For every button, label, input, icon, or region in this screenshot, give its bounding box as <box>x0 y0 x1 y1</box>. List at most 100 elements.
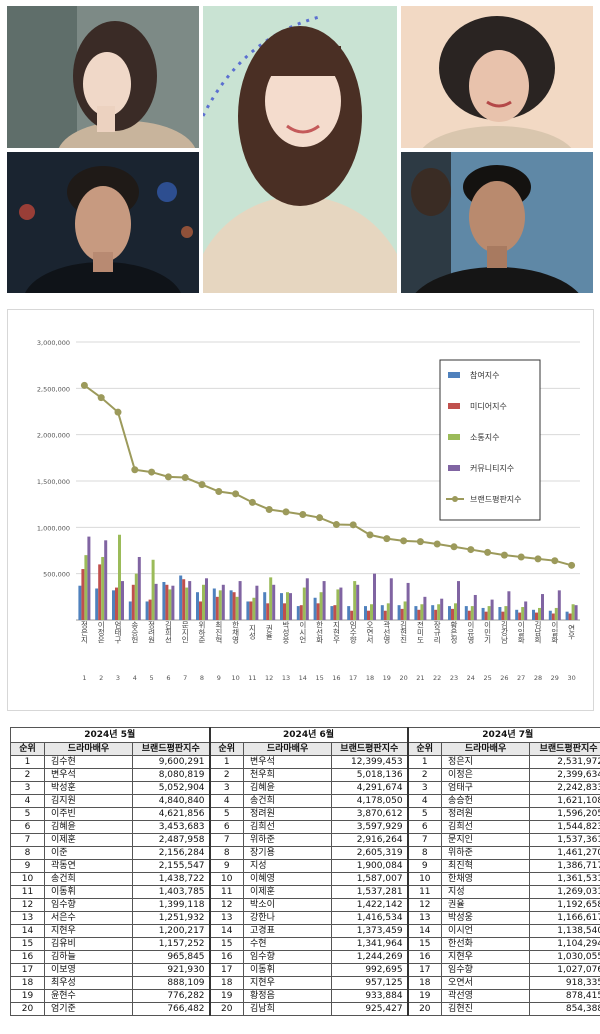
x-tick-label: 김희선 <box>164 619 173 643</box>
brand-index-point <box>400 537 408 545</box>
table-row: 16 김하늘 965,845 16 임수향 1,244,269 16 지현우 1,030,055 <box>10 950 600 964</box>
rank-cell: 19 <box>208 989 245 1003</box>
rank-cell: 18 <box>406 976 443 990</box>
legend-swatch <box>448 434 460 440</box>
x-tick-label: 이일화 <box>517 619 526 644</box>
rank-cell: 14 <box>10 924 45 938</box>
table-row: 5 이주빈 4,621,856 5 정려원 3,870,612 5 정려원 1,596,205 <box>10 807 600 821</box>
index-value-cell: 1,416,534 <box>331 911 409 925</box>
rank-cell: 2 <box>406 768 443 782</box>
bar-4-황은정 <box>457 581 460 620</box>
legend-label: 브랜드평판지수 <box>470 494 522 504</box>
bar-4-이시언 <box>305 578 309 620</box>
actor-photo-top-left <box>7 6 199 148</box>
actor-name-cell: 이제훈 <box>243 885 333 899</box>
index-value-cell: 2,487,958 <box>131 833 211 847</box>
index-value-cell: 1,269,031 <box>529 885 600 899</box>
bar-2-오연서 <box>367 610 370 620</box>
bar-1-엄태구 <box>112 590 115 620</box>
col-index: 브랜드평판지수 <box>529 742 600 756</box>
bar-3-이민기 <box>487 606 491 620</box>
bar-3-오연서 <box>370 604 373 620</box>
actor-photo-bottom-right <box>401 152 593 293</box>
actor-name-cell: 고경표 <box>243 924 333 938</box>
bar-1-장규리 <box>431 605 435 620</box>
actor-name-cell: 이제훈 <box>44 833 133 847</box>
actor-name-cell: 박성웅 <box>441 911 531 925</box>
brand-index-point <box>282 508 290 516</box>
x-tick-number: 26 <box>500 674 508 682</box>
rank-cell: 12 <box>208 898 245 912</box>
rank-cell: 1 <box>208 755 245 769</box>
index-value-cell: 1,386,717 <box>529 859 600 873</box>
actor-name-cell: 권율 <box>441 898 531 912</box>
actor-name-cell: 위하준 <box>243 833 333 847</box>
actor-name-cell: 김수현 <box>44 755 133 769</box>
x-tick-number: 20 <box>399 674 407 682</box>
rank-cell: 20 <box>406 1002 443 1016</box>
legend-swatch <box>448 403 460 409</box>
brand-index-point <box>232 490 240 498</box>
bar-4-지성 <box>255 585 259 620</box>
rank-cell: 17 <box>406 963 443 977</box>
bar-2-최진혁 <box>215 596 219 620</box>
rank-cell: 7 <box>406 833 443 847</box>
bar-3-황은정 <box>454 603 457 620</box>
rank-cell: 15 <box>10 937 45 951</box>
actor-name-cell: 한채영 <box>441 872 531 886</box>
actor-name-cell: 임수향 <box>441 963 531 977</box>
brand-index-point <box>164 473 172 481</box>
x-tick-label: 송승헌 <box>130 620 139 643</box>
table-row: 7 이제훈 2,487,958 7 위하준 2,916,264 7 문지인 1,537,361 <box>10 833 600 847</box>
bar-3-이일화 <box>554 607 558 620</box>
index-value-cell: 2,399,634 <box>529 768 600 782</box>
actor-name-cell: 이정은 <box>441 768 531 782</box>
x-tick-number: 7 <box>183 674 187 682</box>
rank-cell: 7 <box>208 833 245 847</box>
bar-1-정은지 <box>78 585 82 620</box>
bar-3-지성 <box>252 597 256 620</box>
index-value-cell: 1,251,932 <box>131 911 211 925</box>
index-value-cell: 4,178,050 <box>331 794 409 808</box>
bar-3-곽선영 <box>386 603 390 620</box>
bar-4-엄태구 <box>121 581 124 620</box>
bar-1-김남희 <box>532 609 535 620</box>
actor-name-cell: 이주빈 <box>44 807 133 821</box>
x-tick-label: 연우 <box>567 624 576 641</box>
bar-3-이일화 <box>521 607 525 620</box>
rank-cell: 13 <box>10 911 45 925</box>
bar-4-이일화 <box>557 590 561 620</box>
rank-cell: 15 <box>208 937 245 951</box>
index-value-cell: 776,282 <box>131 989 211 1003</box>
index-value-cell: 3,597,929 <box>331 820 409 834</box>
index-value-cell: 1,537,281 <box>331 885 409 899</box>
bar-3-최진혁 <box>218 590 222 620</box>
index-value-cell: 1,104,294 <box>529 937 600 951</box>
bar-3-김강남 <box>504 606 508 620</box>
actor-name-cell: 지현우 <box>44 924 133 938</box>
x-tick-number: 17 <box>349 674 357 682</box>
table-row: 9 곽동연 2,155,547 9 지성 1,900,084 9 최진혁 1,386,717 <box>10 859 600 873</box>
bar-3-위하준 <box>202 584 205 620</box>
index-value-cell: 2,242,833 <box>529 781 600 795</box>
table-row: 2 변우석 8,080,819 2 천우희 5,018,136 2 이정은 2,399,634 <box>10 768 600 782</box>
x-tick-number: 24 <box>467 674 475 682</box>
rank-cell: 12 <box>406 898 443 912</box>
rank-cell: 5 <box>10 807 45 821</box>
x-tick-label: 전미도 <box>416 619 425 643</box>
rank-cell: 6 <box>10 820 45 834</box>
brand-index-point <box>416 538 424 546</box>
actor-name-cell: 이동휘 <box>243 963 333 977</box>
table-row: 12 임수향 1,399,118 12 박소이 1,422,142 12 권율 1,192,65… <box>10 898 600 912</box>
ranking-table-body: 1 김수현 9,600,291 1 변우석 12,399,453 1 정은지 2,531,972… <box>10 755 600 1016</box>
bar-1-권율 <box>263 592 267 620</box>
index-value-cell: 1,537,361 <box>529 833 600 847</box>
x-tick-number: 18 <box>366 674 374 682</box>
bar-1-김현진 <box>397 605 401 620</box>
x-tick-number: 16 <box>332 674 340 682</box>
bar-3-한선화 <box>319 592 323 620</box>
ranking-table: 2024년 5월 2024년 6월 2024년 7월 순위 드라마배우 브랜드평… <box>9 727 600 1016</box>
index-value-cell: 1,621,108 <box>529 794 600 808</box>
x-tick-label: 최진혁 <box>214 619 223 644</box>
actor-name-cell: 변우석 <box>44 768 133 782</box>
